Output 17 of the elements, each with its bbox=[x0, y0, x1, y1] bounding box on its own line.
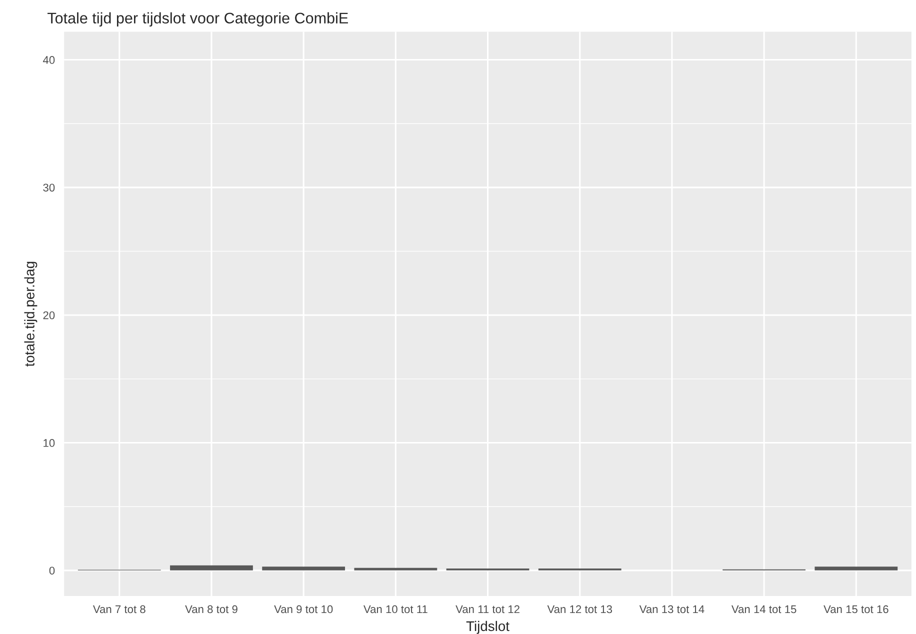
y-tick-label: 0 bbox=[49, 566, 55, 575]
x-tick-label: Van 10 tot 11 bbox=[363, 605, 428, 614]
x-tick-label: Van 9 tot 10 bbox=[274, 605, 333, 614]
x-tick-label: Van 14 tot 15 bbox=[731, 605, 796, 614]
x-tick-label: Van 11 tot 12 bbox=[456, 605, 520, 614]
x-axis-title: Tijdslot bbox=[466, 620, 510, 634]
x-tick-label: Van 15 tot 16 bbox=[824, 605, 888, 614]
y-axis-title: totale.tijd.per.dag bbox=[24, 262, 38, 367]
x-tick-label: Van 7 tot 8 bbox=[92, 605, 146, 614]
chart-title: Totale tijd per tijdslot voor Categorie CombiE bbox=[48, 12, 348, 27]
x-tick-label: Van 12 tot 13 bbox=[547, 605, 612, 614]
y-tick-label: 40 bbox=[42, 56, 55, 64]
x-tick-label: Van 8 tot 9 bbox=[185, 605, 238, 614]
y-tick-label: 30 bbox=[43, 184, 55, 192]
y-tick-label: 10 bbox=[44, 439, 55, 447]
x-tick-label: Van 13 tot 14 bbox=[639, 605, 704, 614]
y-tick-label: 20 bbox=[43, 311, 55, 320]
